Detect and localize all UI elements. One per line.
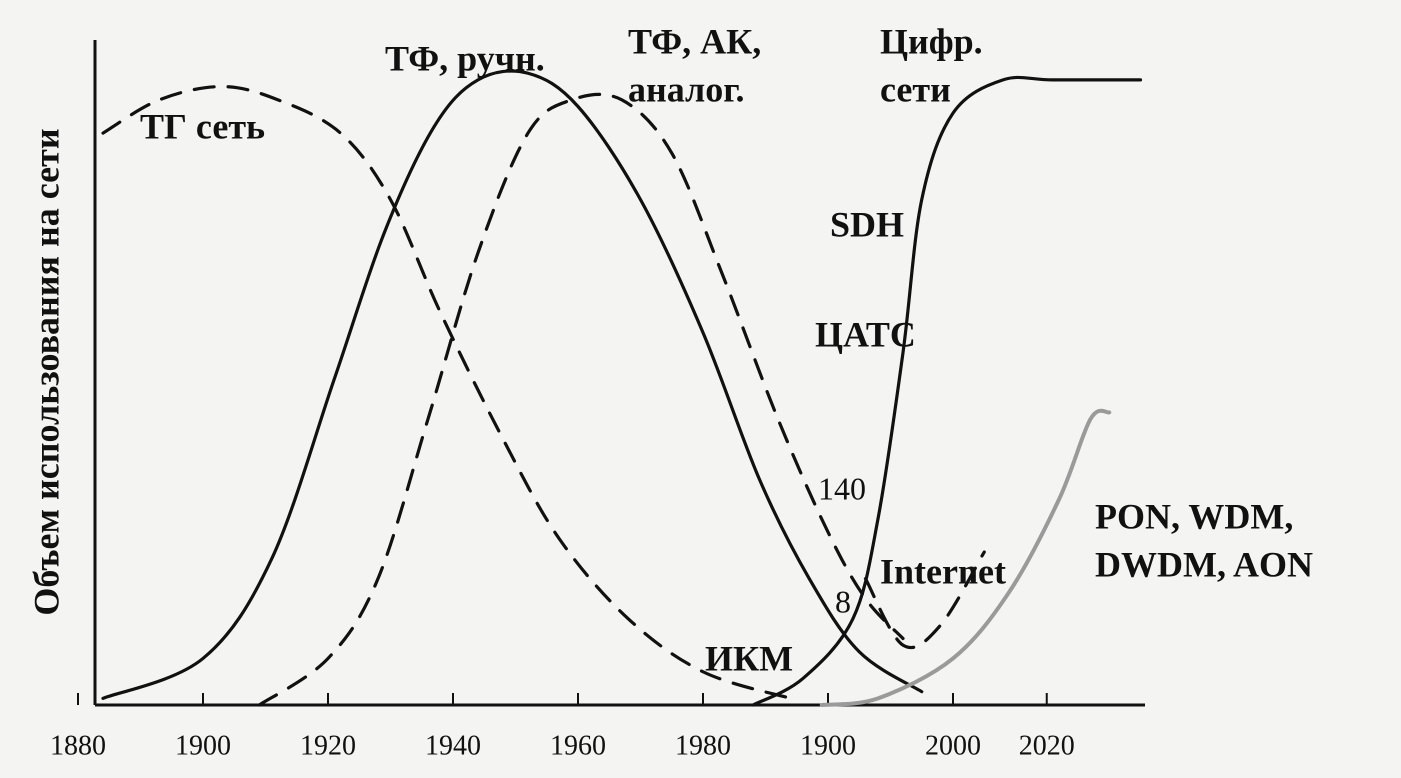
series-label: ТФ, АК, (628, 21, 761, 61)
series-label: DWDM, AON (1095, 544, 1313, 584)
x-tick-label: 2000 (925, 730, 981, 761)
annotation: 8 (835, 583, 851, 619)
series-label: ТГ сеть (140, 106, 265, 146)
annotation: SDH (830, 204, 904, 244)
series-label: PON, WDM, (1095, 496, 1293, 536)
annotation: ИКМ (705, 638, 793, 678)
x-tick-label: 1900 (800, 730, 856, 761)
series-line (101, 84, 793, 700)
series-label: Internet (880, 551, 1006, 591)
series-label: сети (880, 69, 951, 109)
series-label: Цифр. (880, 21, 983, 61)
x-tick-label: 1880 (50, 730, 106, 761)
series-line (101, 69, 924, 700)
x-tick-label: 1900 (175, 730, 231, 761)
x-tick-label: 1980 (675, 730, 731, 761)
series-label: ТФ, ручн. (385, 38, 545, 78)
y-axis-label: Объем использования на сети (26, 128, 66, 615)
x-tick-label: 1960 (550, 730, 606, 761)
series-line (257, 92, 905, 707)
series-line (751, 75, 1143, 707)
annotation: 140 (818, 470, 866, 506)
x-tick-label: 1940 (425, 730, 481, 761)
x-tick-label: 2020 (1019, 730, 1075, 761)
series-label: аналог. (628, 69, 745, 109)
x-tick-label: 1920 (300, 730, 356, 761)
annotation: ЦАТС (815, 314, 916, 354)
series-line (863, 550, 986, 650)
series-line (819, 408, 1112, 707)
